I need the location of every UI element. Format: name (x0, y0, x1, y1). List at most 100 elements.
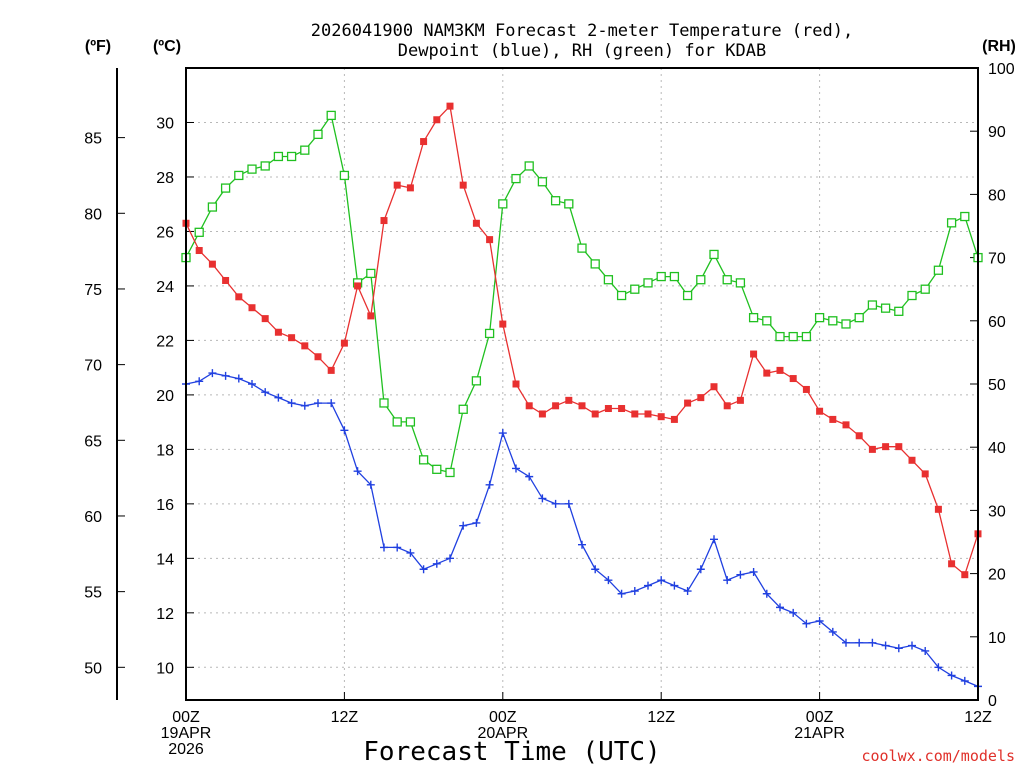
rh-point (498, 199, 508, 209)
temperature-point (657, 413, 665, 421)
dewpoint-point (776, 603, 784, 612)
dewpoint-point (881, 641, 890, 650)
dewpoint-point (617, 589, 626, 598)
dewpoint-point (406, 548, 415, 557)
rh-tick-label: 30 (988, 503, 1006, 520)
temperature-point (512, 380, 520, 388)
dewpoint-point (551, 499, 560, 508)
rh-point (643, 278, 653, 288)
rh-point (537, 177, 548, 187)
dewpoint-point (802, 619, 811, 628)
time-tick-label: 12Z (964, 709, 992, 726)
temperature-point (420, 138, 428, 146)
fahrenheit-tick-label: 65 (84, 433, 102, 450)
dewpoint-point (498, 429, 507, 438)
rh-tick-label: 20 (988, 567, 1006, 584)
rh-point (313, 129, 323, 140)
rh-point (722, 275, 732, 285)
fahrenheit-tick-label: 85 (84, 131, 102, 148)
fahrenheit-tick-label: 50 (84, 660, 102, 677)
plot-frame (185, 67, 979, 701)
fahrenheit-tick-label: 55 (84, 585, 102, 602)
series-layer (181, 102, 983, 691)
rh-point (445, 467, 455, 478)
rh-tick-label: 90 (988, 124, 1006, 141)
temperature-point (816, 407, 824, 415)
temperature-point (406, 184, 414, 192)
temperature-point (882, 443, 890, 451)
rh-tick-label: 10 (988, 630, 1006, 647)
dewpoint-point (353, 467, 362, 476)
rh-point (762, 316, 772, 326)
dewpoint-point (908, 641, 916, 650)
dewpoint-point (446, 554, 454, 563)
rh-tick-label: 100 (988, 61, 1015, 78)
rh-point (379, 398, 389, 408)
dewpoint-point (485, 480, 494, 489)
time-tick-label: 20APR (477, 725, 528, 742)
temperature-point (763, 369, 771, 377)
dewpoint-point (287, 399, 296, 408)
rh-point (920, 284, 930, 294)
rh-point (880, 303, 891, 313)
rh-point (960, 211, 970, 222)
time-tick-label: 19APR (161, 725, 212, 742)
dewpoint-point (934, 663, 943, 672)
dewpoint-point (432, 559, 441, 568)
rh-point (669, 271, 680, 282)
dewpoint-point (762, 589, 771, 598)
rh-point (933, 265, 944, 275)
rh-point (339, 170, 350, 181)
dewpoint-point (472, 518, 481, 527)
rh-point (326, 110, 336, 121)
temperature-point (208, 260, 216, 268)
dewpoint-point (894, 644, 903, 653)
dewpoint-point (195, 377, 204, 386)
rh-point (682, 290, 693, 301)
time-tick-label: 00Z (172, 709, 200, 726)
temperature-point (446, 102, 454, 110)
rh-unit-label: (RH) (982, 38, 1016, 55)
dewpoint-point (947, 671, 956, 680)
temperature-point (486, 236, 494, 244)
temperature-point (842, 421, 850, 429)
rh-point (590, 259, 600, 269)
temperature-point (829, 415, 837, 423)
time-tick-label: 12Z (331, 709, 359, 726)
rh-tick-label: 0 (988, 693, 997, 710)
time-tick-label: 21APR (794, 725, 845, 742)
chart-title-line2: Dewpoint (blue), RH (green) for KDAB (398, 41, 766, 61)
celsius-tick-label: 16 (156, 497, 174, 514)
dewpoint-point (578, 540, 586, 549)
rh-point (300, 145, 310, 155)
rh-point (550, 196, 561, 206)
dewpoint-point (696, 565, 705, 574)
celsius-tick-label: 22 (156, 333, 174, 350)
temperature-point (776, 366, 784, 374)
temperature-point (723, 402, 731, 410)
dewpoint-point (234, 374, 243, 383)
rh-point (709, 249, 719, 260)
temperature-point (750, 350, 758, 358)
fahrenheit-unit-label: (ºF) (85, 38, 111, 55)
celsius-tick-label: 28 (156, 170, 174, 187)
dewpoint-point (538, 494, 547, 503)
rh-point (392, 417, 402, 427)
dewpoint-point (855, 638, 864, 647)
temperature-point (618, 405, 626, 413)
dewpoint-point (604, 576, 613, 585)
temperature-point (314, 353, 322, 361)
dewpoint-point (644, 581, 652, 590)
rh-point (286, 151, 297, 162)
rh-point (220, 183, 231, 193)
rh-point (841, 319, 851, 329)
rh-point (867, 300, 878, 310)
dewpoint-point (723, 576, 732, 585)
time-tick-label: 2026 (168, 741, 204, 758)
rh-point (484, 328, 495, 339)
dewpoint-point (564, 499, 573, 508)
temperature-point (222, 276, 230, 284)
temperature-point (552, 402, 560, 410)
temperature-point (288, 334, 296, 342)
dewpoint-point (314, 399, 322, 408)
